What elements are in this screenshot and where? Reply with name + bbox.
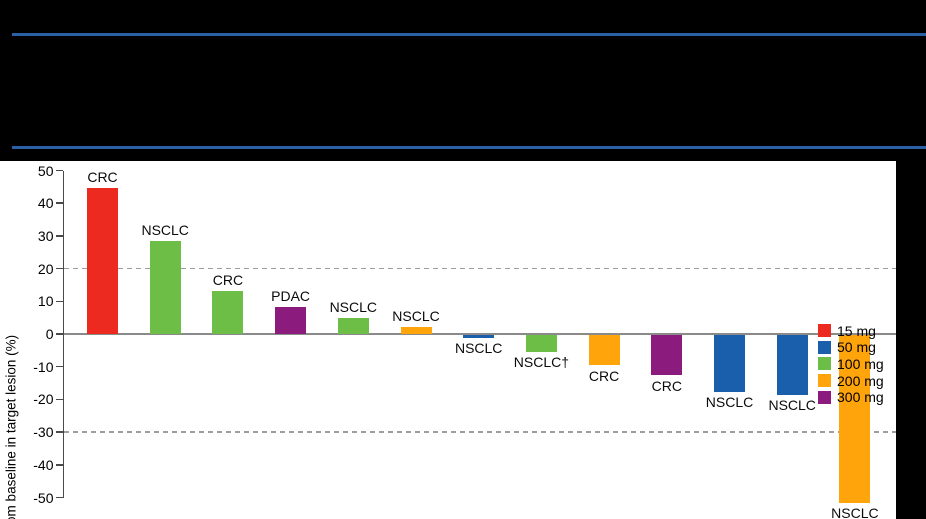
legend-swatch [818, 324, 831, 338]
bar-label: NSCLC [831, 505, 879, 519]
bar [463, 334, 495, 338]
y-tick-label: 10 [37, 293, 54, 310]
legend-item: 200 mg [818, 372, 884, 389]
legend-label: 50 mg [837, 339, 876, 356]
legend-swatch [818, 357, 831, 371]
bar [337, 317, 369, 334]
bar-label: NSCLC [454, 340, 503, 357]
bar-label: CRC [651, 378, 682, 395]
y-tick-mark [56, 365, 63, 368]
y-tick-label: 40 [37, 195, 54, 212]
bar-label: NSCLC [329, 298, 378, 315]
bar [149, 240, 181, 334]
y-tick-label: 50 [37, 162, 54, 179]
y-tick-mark [56, 333, 63, 335]
bar-label: NSCLC [141, 221, 189, 238]
bar [714, 334, 745, 392]
y-axis-title: Best change from baseline in target lesi… [3, 334, 19, 519]
bar-label: CRC [212, 271, 244, 288]
y-tick-mark [56, 431, 63, 433]
y-tick-label: 30 [37, 227, 54, 244]
legend-swatch [818, 390, 831, 404]
bar-label: CRC [588, 367, 620, 384]
legend-label: 15 mg [837, 322, 876, 339]
legend-label: 100 mg [837, 355, 884, 372]
bar-label: NSCLC [705, 394, 754, 411]
y-tick-mark [56, 202, 63, 204]
bar [400, 326, 432, 334]
bar-label: NSCLC [392, 307, 440, 324]
bar-label: NSCLC† [513, 354, 570, 371]
legend-item: 100 mg [818, 356, 884, 373]
legend-item: 300 mg [818, 389, 884, 406]
bar [776, 334, 808, 395]
bar [275, 307, 307, 334]
legend-swatch [818, 340, 831, 354]
bar [651, 334, 683, 376]
legend: 15 mg 50 mg 100 mg 200 mg 300 mg [818, 323, 884, 406]
y-tick-label: -10 [33, 358, 54, 375]
bar [588, 334, 620, 366]
y-tick-label: -50 [33, 489, 54, 506]
reference-dashed-line [63, 267, 896, 270]
header-rule-bottom [12, 146, 926, 149]
y-tick-mark [56, 398, 63, 401]
y-tick-label: -20 [33, 391, 54, 408]
y-tick-label: -30 [33, 424, 54, 441]
zero-baseline [63, 333, 896, 335]
y-tick-label: 0 [45, 326, 54, 342]
header-rule-top [12, 33, 926, 36]
legend-label: 300 mg [837, 389, 884, 406]
bar [525, 334, 557, 352]
y-tick-label: -40 [33, 456, 54, 473]
y-tick-label: 20 [37, 260, 54, 277]
bar-label: CRC [87, 169, 118, 186]
bar [87, 188, 118, 334]
y-tick-mark [56, 267, 63, 270]
y-tick-mark [56, 300, 63, 303]
reference-dashed-line [63, 431, 896, 433]
legend-label: 200 mg [837, 372, 884, 389]
legend-item: 50 mg [818, 339, 884, 356]
y-tick-mark [56, 464, 63, 466]
y-tick-mark [56, 169, 63, 172]
legend-swatch [818, 374, 831, 388]
y-tick-mark [56, 496, 63, 499]
y-tick-mark [56, 235, 63, 237]
bar [212, 290, 244, 334]
legend-item: 15 mg [818, 323, 884, 340]
bar-label: PDAC [271, 288, 311, 305]
y-axis-line [62, 170, 65, 498]
chart-panel: Best change from baseline in target lesi… [0, 161, 896, 519]
